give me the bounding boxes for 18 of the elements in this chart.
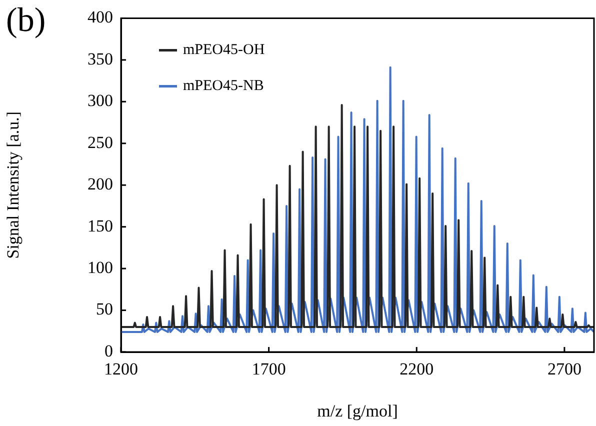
y-tick-label: 200	[88, 174, 113, 194]
y-axis-title: Signal Intensity [a.u.]	[4, 111, 23, 259]
y-tick-label: 0	[104, 341, 113, 360]
y-tick-label: 50	[96, 300, 113, 319]
y-tick-label: 250	[88, 132, 113, 152]
y-tick-label: 300	[88, 91, 113, 110]
text: (b)	[6, 2, 46, 40]
y-tick-label: 100	[88, 258, 113, 278]
legend-label: mPEO45-NB	[183, 78, 264, 94]
x-tick-label: 2700	[547, 360, 582, 379]
x-tick-label: 2200	[400, 360, 434, 379]
y-tick-label: 150	[88, 216, 113, 236]
y-tick-label: 350	[88, 49, 113, 68]
y-tick-label: 400	[88, 8, 113, 27]
x-tick-label: 1200	[104, 360, 138, 379]
x-tick-label: 1700	[252, 360, 286, 379]
x-axis-title: m/z [g/mol]	[317, 401, 398, 420]
legend-label: mPEO45-OH	[183, 42, 265, 58]
